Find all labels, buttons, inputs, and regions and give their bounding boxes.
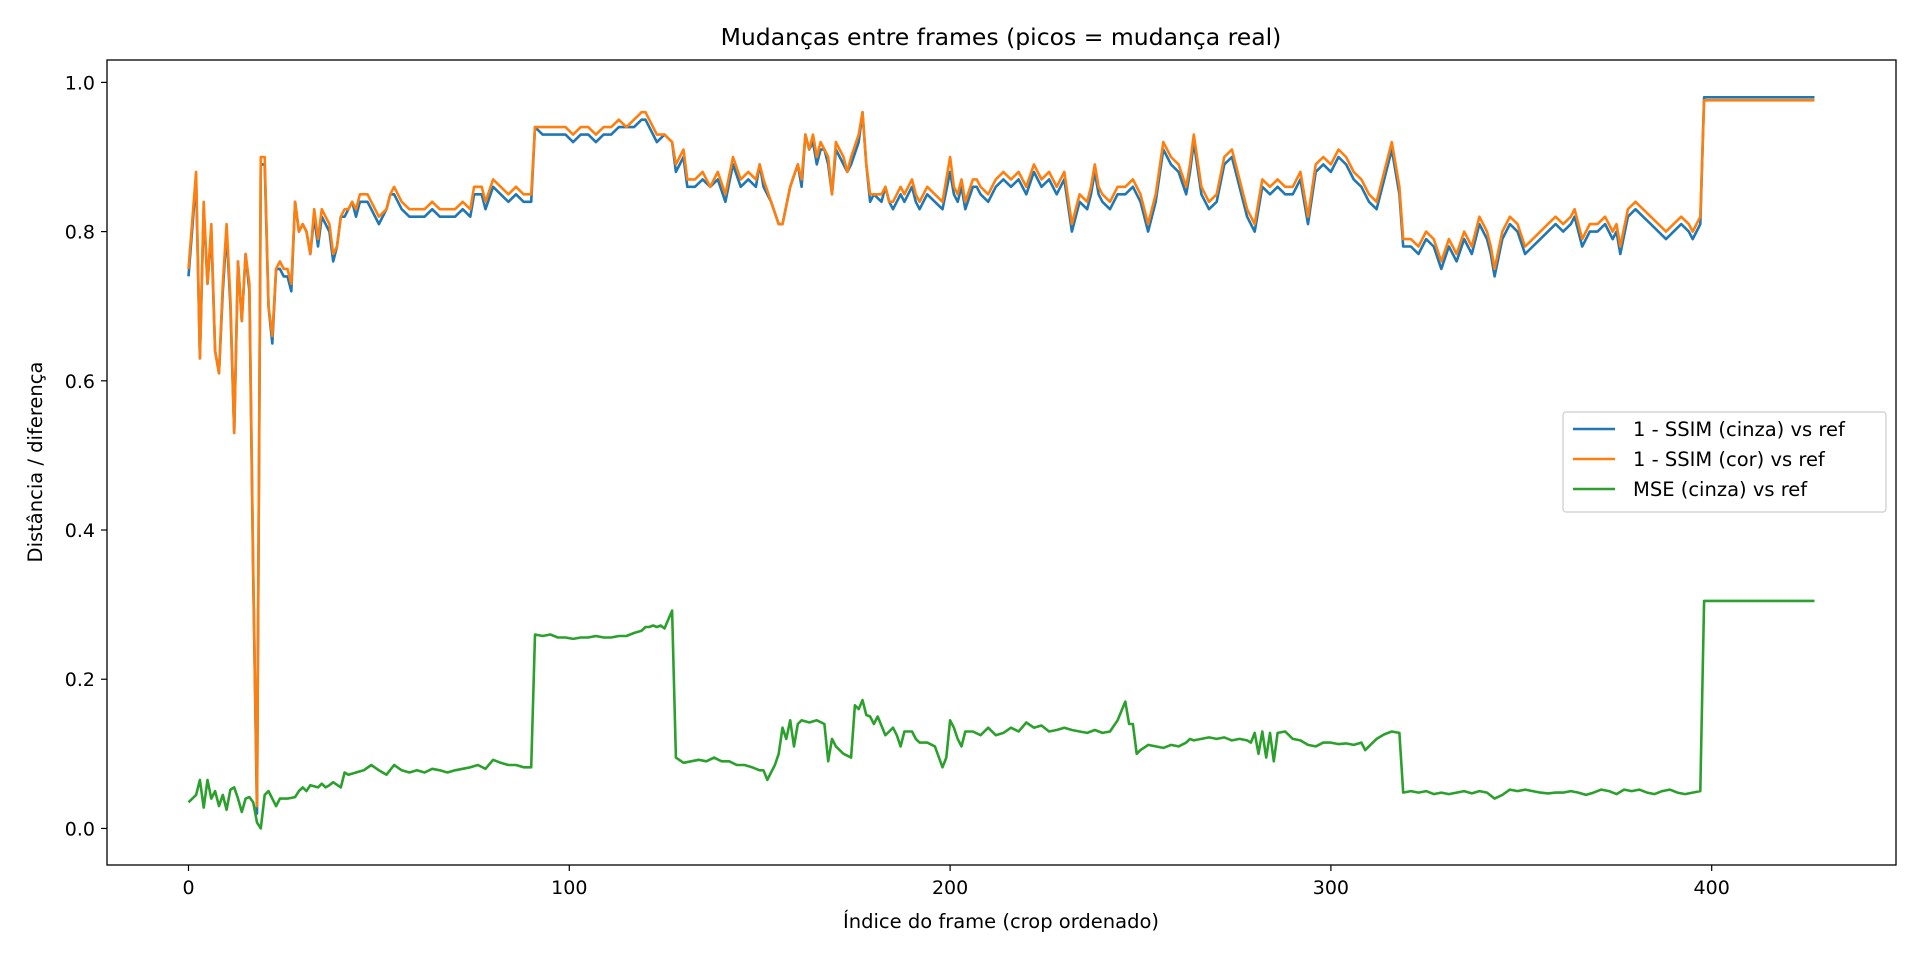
y-axis-label: Distância / diferença <box>24 362 47 563</box>
y-tick-label: 0.6 <box>65 371 95 393</box>
x-axis-label: Índice do frame (crop ordenado) <box>843 910 1159 933</box>
x-tick-label: 200 <box>932 877 968 899</box>
legend: 1 - SSIM (cinza) vs ref 1 - SSIM (cor) vs… <box>1562 411 1887 513</box>
y-tick-label: 0.4 <box>65 520 95 542</box>
y-axis: 0.0 0.2 0.4 0.6 0.8 1.0 <box>65 72 107 840</box>
legend-box <box>1562 411 1887 513</box>
x-tick-label: 400 <box>1694 877 1730 899</box>
x-tick-label: 0 <box>182 877 194 899</box>
y-tick-label: 0.2 <box>65 669 95 691</box>
series-layer <box>187 96 1815 830</box>
y-tick-label: 0.8 <box>65 222 95 244</box>
legend-label-2: 1 - SSIM (cor) vs ref <box>1633 448 1826 471</box>
series-line-2 <box>187 99 1815 808</box>
chart-title: Mudanças entre frames (picos = mudança r… <box>721 23 1282 51</box>
y-tick-label: 0.0 <box>65 818 95 840</box>
legend-label-1: 1 - SSIM (cinza) vs ref <box>1633 418 1846 441</box>
x-tick-label: 100 <box>551 877 587 899</box>
legend-label-3: MSE (cinza) vs ref <box>1633 478 1808 501</box>
y-tick-label: 1.0 <box>65 72 95 94</box>
x-tick-label: 300 <box>1313 877 1349 899</box>
x-axis: 0 100 200 300 400 <box>182 865 1730 899</box>
plot-frame <box>106 59 1897 866</box>
series-line-3 <box>187 599 1815 830</box>
